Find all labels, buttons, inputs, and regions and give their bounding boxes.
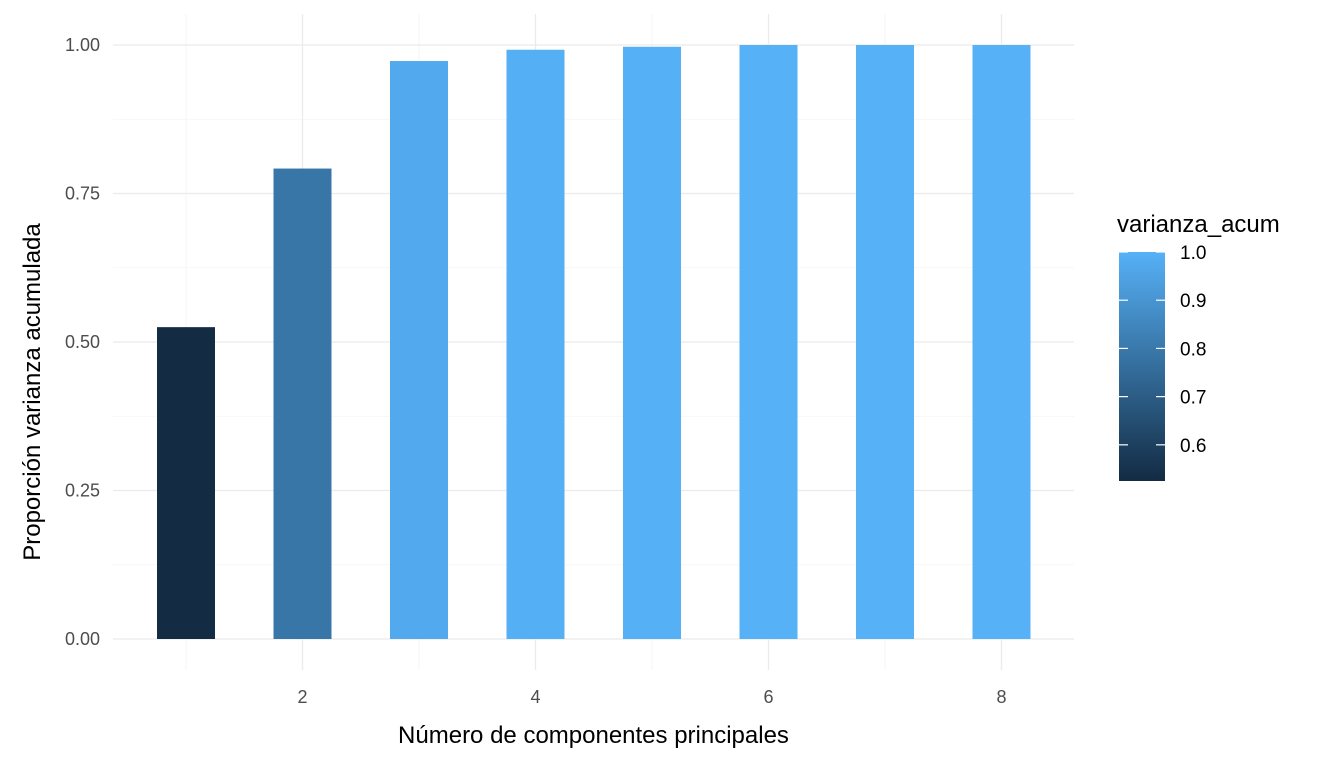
y-axis-ticks: 0.00 0.25 0.50 0.75 1.00 <box>65 35 100 649</box>
x-tick-label: 4 <box>530 687 540 707</box>
bar <box>972 45 1031 639</box>
bar <box>390 61 448 639</box>
legend-label: 0.7 <box>1180 388 1206 409</box>
grid <box>113 14 1074 670</box>
y-axis-title: Proporción varianza acumulada <box>19 223 46 561</box>
y-tick-label: 0.75 <box>65 184 100 204</box>
legend: varianza_acum 1.0 0.9 0.8 0.7 0.6 <box>1117 211 1280 481</box>
legend-label: 1.0 <box>1180 243 1206 264</box>
bar <box>506 49 565 639</box>
bar <box>157 327 215 639</box>
bar <box>856 45 914 639</box>
x-tick-label: 8 <box>996 687 1006 707</box>
legend-colorbar <box>1119 251 1165 481</box>
bar <box>739 45 798 639</box>
legend-title: varianza_acum <box>1117 211 1280 238</box>
legend-label: 0.6 <box>1180 436 1206 457</box>
bar <box>623 46 681 640</box>
x-tick-label: 2 <box>297 687 307 707</box>
x-axis-ticks: 2 4 6 8 <box>297 687 1006 707</box>
colorbar-gradient <box>1119 252 1165 481</box>
legend-labels: 1.0 0.9 0.8 0.7 0.6 <box>1180 243 1206 457</box>
y-tick-label: 0.50 <box>65 332 100 352</box>
legend-label: 0.8 <box>1180 339 1206 360</box>
bar <box>273 168 332 639</box>
y-tick-label: 0.00 <box>65 629 100 649</box>
bars <box>157 45 1031 640</box>
y-tick-label: 0.25 <box>65 481 100 501</box>
x-axis-title: Número de componentes principales <box>398 722 789 749</box>
x-tick-label: 6 <box>763 687 773 707</box>
legend-label: 0.9 <box>1180 291 1206 312</box>
y-tick-label: 1.00 <box>65 35 100 55</box>
